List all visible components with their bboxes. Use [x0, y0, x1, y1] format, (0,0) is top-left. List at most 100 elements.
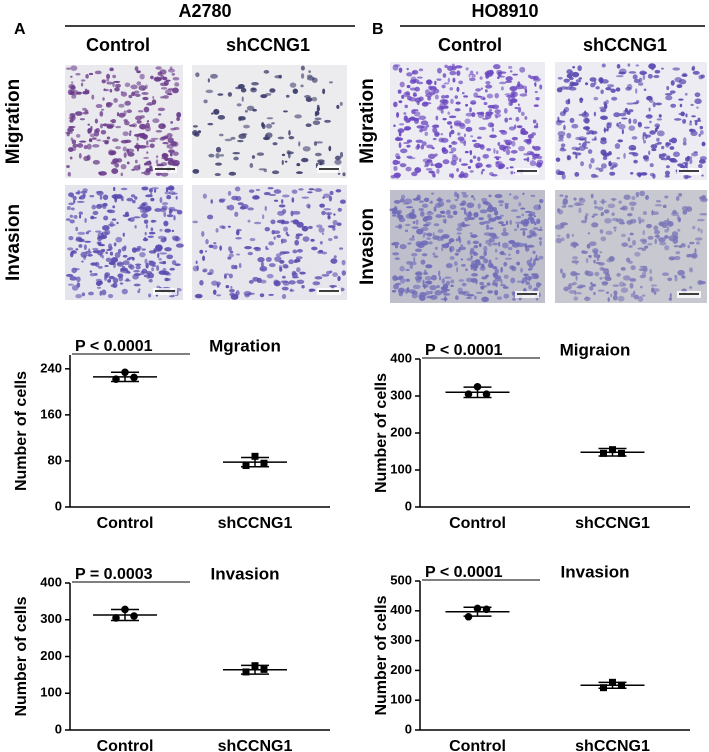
- cell-blob: [533, 204, 542, 211]
- cell-blob: [259, 293, 265, 298]
- cell-blob: [589, 285, 594, 291]
- cell-blob: [598, 167, 604, 173]
- cell-blob: [605, 87, 612, 91]
- cell-blob: [79, 118, 85, 121]
- cell-blob: [498, 81, 507, 85]
- cell-blob: [100, 129, 107, 135]
- cell-blob: [296, 248, 303, 253]
- cell-blob: [453, 261, 458, 267]
- cell-blob: [478, 126, 487, 131]
- cell-blob: [596, 256, 600, 262]
- cell-blob: [698, 133, 701, 137]
- cell-blob: [405, 223, 411, 227]
- cell-blob: [628, 109, 634, 113]
- cell-blob: [428, 91, 436, 96]
- cell-blob: [450, 279, 455, 284]
- cell-blob: [404, 229, 409, 233]
- cell-blob: [146, 120, 150, 123]
- cell-blob: [694, 92, 701, 98]
- cell-blob: [146, 272, 151, 279]
- cell-blob: [563, 78, 570, 83]
- cell-blob: [263, 192, 271, 196]
- cell-blob: [465, 268, 468, 272]
- cell-blob: [97, 266, 103, 269]
- cell-blob: [575, 275, 578, 281]
- cell-blob: [697, 227, 701, 232]
- cell-blob: [292, 219, 299, 225]
- cell-blob: [195, 260, 198, 265]
- cell-blob: [459, 202, 465, 206]
- cell-blob: [442, 73, 447, 78]
- cell-blob: [618, 112, 627, 117]
- cell-blob: [578, 136, 586, 141]
- cell-blob: [421, 253, 428, 257]
- cell-blob: [134, 93, 141, 97]
- cell-blob: [701, 141, 706, 147]
- cell-blob: [279, 259, 285, 264]
- cell-blob: [235, 236, 242, 240]
- cell-blob: [460, 207, 466, 211]
- cell-blob: [270, 219, 276, 225]
- cell-blob: [405, 166, 412, 172]
- cell-blob: [461, 263, 466, 267]
- cell-blob: [499, 214, 504, 217]
- cell-blob: [288, 130, 291, 136]
- micrograph: [192, 185, 347, 300]
- cell-blob: [391, 289, 397, 293]
- cell-blob: [611, 212, 615, 216]
- cell-blob: [294, 114, 302, 119]
- data-point: [464, 390, 473, 398]
- cell-blob: [524, 116, 528, 120]
- cell-blob: [173, 215, 176, 221]
- cell-blob: [527, 268, 532, 271]
- cell-blob: [101, 79, 106, 84]
- cell-blob: [524, 88, 528, 94]
- cell-blob: [70, 85, 76, 91]
- cell-blob: [141, 171, 145, 174]
- micrograph: [555, 62, 707, 180]
- cell-blob: [664, 245, 670, 251]
- cell-blob: [617, 295, 625, 302]
- cell-blob: [655, 199, 662, 203]
- cell-blob: [144, 205, 152, 212]
- y-tick-label: 400: [390, 350, 412, 365]
- cell-blob: [319, 162, 323, 166]
- cell-blob: [233, 264, 238, 270]
- cell-blob: [508, 253, 511, 257]
- cell-blob: [413, 257, 416, 263]
- cell-blob: [333, 255, 337, 259]
- cell-blob: [323, 208, 332, 211]
- cell-blob: [575, 262, 578, 265]
- cell-blob: [166, 144, 169, 149]
- cell-blob: [670, 103, 677, 108]
- cell-blob: [232, 151, 241, 155]
- cell-blob: [458, 246, 461, 253]
- cell-blob: [599, 276, 603, 280]
- cell-blob: [477, 156, 481, 162]
- cell-blob: [599, 115, 608, 120]
- cell-blob: [166, 254, 174, 260]
- cell-blob: [525, 138, 532, 145]
- cell-blob: [291, 189, 298, 194]
- cell-blob: [238, 116, 246, 121]
- cell-blob: [421, 203, 429, 208]
- cell-blob: [473, 245, 479, 249]
- cell-blob: [615, 218, 624, 223]
- cell-blob: [575, 79, 582, 83]
- cell-blob: [555, 157, 561, 162]
- cell-blob: [529, 160, 537, 167]
- cell-blob: [485, 164, 490, 167]
- y-axis-label: Number of cells: [373, 373, 390, 493]
- cell-blob: [608, 255, 615, 262]
- cell-blob: [221, 225, 226, 230]
- cell-blob: [509, 157, 516, 162]
- cell-blob: [172, 162, 179, 167]
- cell-blob: [698, 159, 706, 164]
- cell-blob: [431, 192, 435, 195]
- cell-blob: [332, 227, 336, 231]
- cell-blob: [174, 82, 180, 87]
- cell-blob: [143, 219, 149, 224]
- cell-blob: [591, 130, 598, 135]
- cell-blob: [202, 268, 208, 273]
- cell-blob: [472, 252, 479, 256]
